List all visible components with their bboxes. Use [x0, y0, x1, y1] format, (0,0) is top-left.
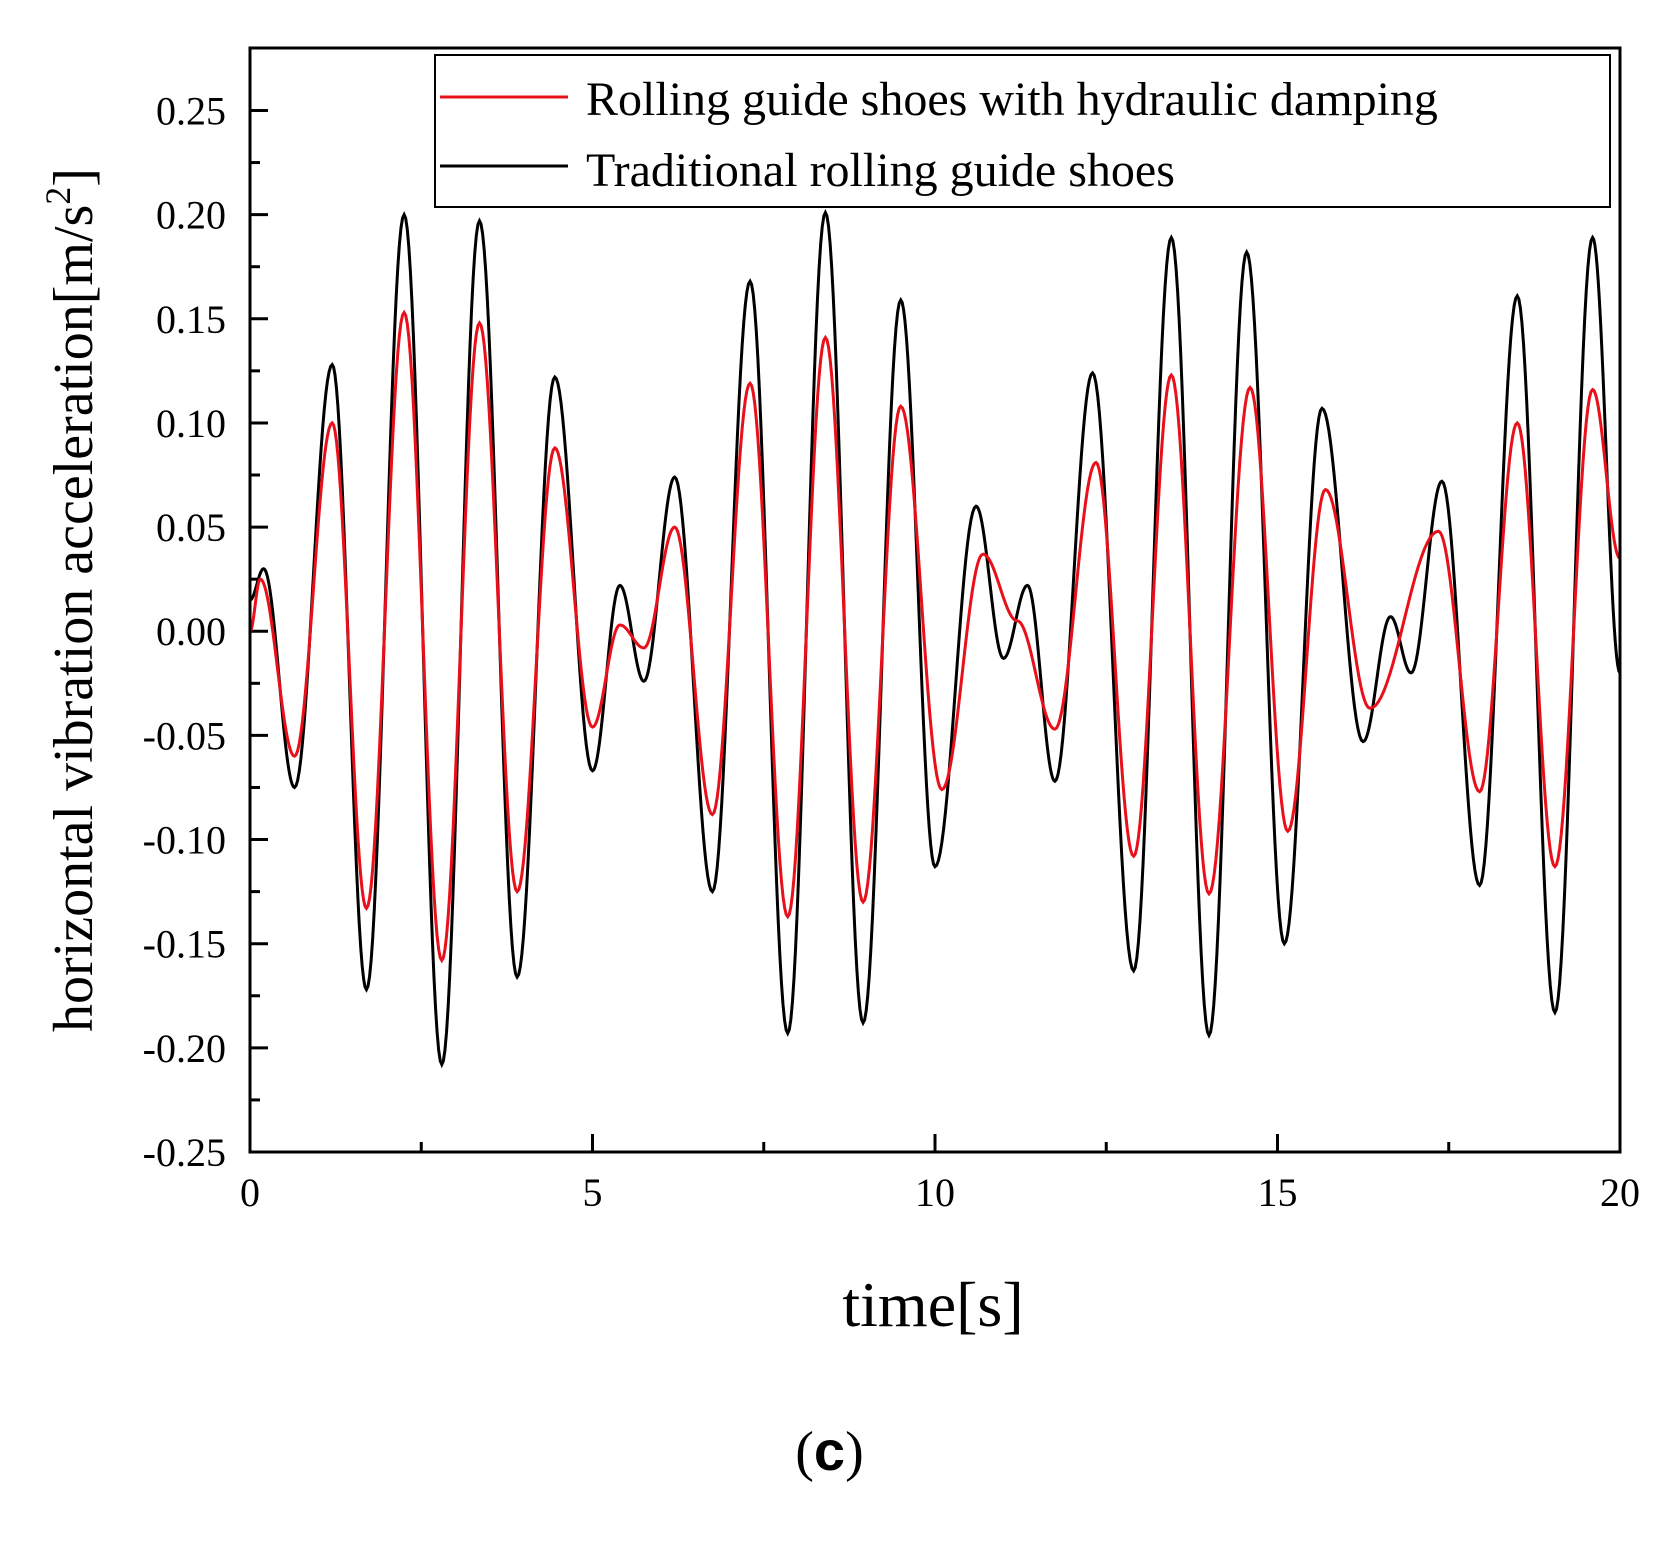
x-tick-label: 20	[1600, 1170, 1640, 1215]
plot-frame	[248, 46, 1622, 1154]
y-tick-label: -0.10	[143, 818, 226, 863]
x-tick-label: 15	[1258, 1170, 1298, 1215]
chart: 0 5 10 15 20 -0.25 -0.20 -0.15 -0.10 -0.05 0.00 0.…	[38, 46, 1640, 1340]
axis-ticks	[248, 108, 1622, 1154]
y-tick-label: 0.15	[156, 297, 226, 342]
y-tick-label: -0.05	[143, 713, 226, 758]
panel-label: (c)	[795, 1419, 864, 1483]
x-axis-title: time[s]	[842, 1269, 1023, 1340]
series-layer	[249, 208, 1622, 1069]
y-tick-label: 0.05	[156, 505, 226, 550]
y-tick-label: -0.15	[143, 922, 226, 967]
x-tick-label: 0	[240, 1170, 260, 1215]
y-tick-label: 0.00	[156, 609, 226, 654]
y-axis-title-superscript: 2	[38, 187, 78, 205]
y-axis-title: horizontal vibration acceleration[m/s2]	[38, 168, 105, 1032]
y-tick-label: 0.25	[156, 88, 226, 133]
series-line-hydraulic-damping	[249, 309, 1621, 964]
y-tick-label: -0.20	[143, 1026, 226, 1071]
legend-label-hydraulic-damping: Rolling guide shoes with hydraulic dampi…	[586, 73, 1438, 126]
y-tick-label: 0.10	[156, 401, 226, 446]
y-axis-title-close: ]	[43, 168, 105, 187]
x-tick-label: 5	[583, 1170, 603, 1215]
y-axis-title-main: horizontal vibration acceleration[m/s	[43, 205, 105, 1032]
y-tick-labels: -0.25 -0.20 -0.15 -0.10 -0.05 0.00 0.05 0.10 0.1…	[143, 88, 226, 1175]
legend: Rolling guide shoes with hydraulic dampi…	[434, 54, 1611, 208]
legend-label-traditional: Traditional rolling guide shoes	[586, 144, 1175, 197]
panel-label-letter: c	[813, 1419, 846, 1482]
legend-box	[434, 54, 1611, 208]
y-tick-label: 0.20	[156, 193, 226, 238]
y-tick-label: -0.25	[143, 1130, 226, 1175]
x-tick-labels: 0 5 10 15 20	[240, 1170, 1640, 1215]
x-tick-label: 10	[915, 1170, 955, 1215]
series-line-traditional	[249, 208, 1622, 1069]
